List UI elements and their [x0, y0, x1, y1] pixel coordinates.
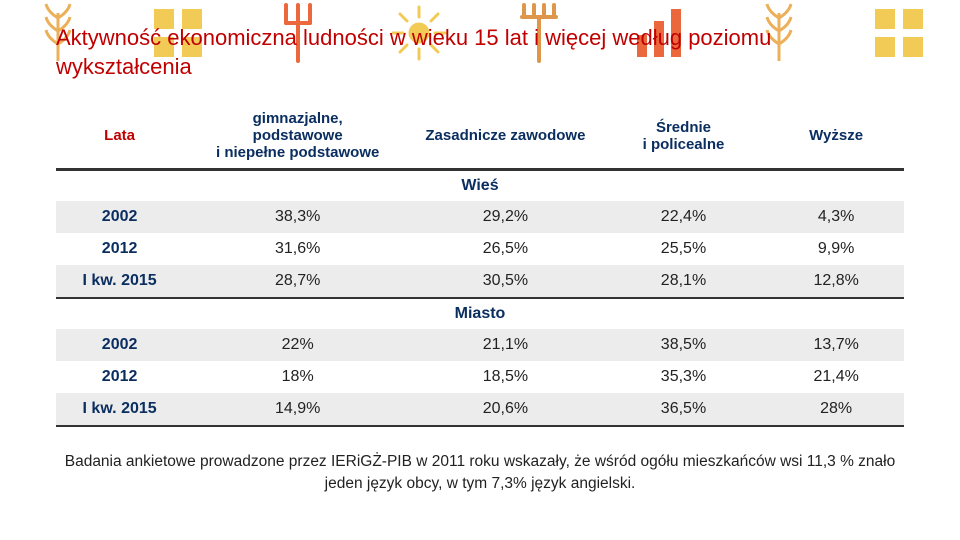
- col-zasadnicze: Zasadnicze zawodowe: [412, 103, 599, 170]
- cell-val: 13,7%: [768, 329, 904, 361]
- table-row: 2002 38,3% 29,2% 22,4% 4,3%: [56, 201, 904, 233]
- cell-val: 21,1%: [412, 329, 599, 361]
- cell-val: 4,3%: [768, 201, 904, 233]
- cell-val: 26,5%: [412, 233, 599, 265]
- cell-year: 2012: [56, 233, 183, 265]
- col-wyzsze: Wyższe: [768, 103, 904, 170]
- cell-val: 28,1%: [599, 265, 769, 298]
- cell-val: 25,5%: [599, 233, 769, 265]
- cell-val: 22%: [183, 329, 412, 361]
- cell-val: 18%: [183, 361, 412, 393]
- col-srednie: Średnie i policealne: [599, 103, 769, 170]
- section-wies: Wieś: [56, 170, 904, 202]
- cell-year: 2002: [56, 329, 183, 361]
- cell-val: 21,4%: [768, 361, 904, 393]
- cell-val: 36,5%: [599, 393, 769, 426]
- cell-val: 31,6%: [183, 233, 412, 265]
- education-activity-table: Lata gimnazjalne, podstawowe i niepełne …: [56, 103, 904, 427]
- cell-year: 2002: [56, 201, 183, 233]
- col-gimnazjalne: gimnazjalne, podstawowe i niepełne podst…: [183, 103, 412, 170]
- page-title: Aktywność ekonomiczna ludności w wieku 1…: [56, 24, 904, 81]
- cell-val: 30,5%: [412, 265, 599, 298]
- cell-val: 12,8%: [768, 265, 904, 298]
- cell-val: 14,9%: [183, 393, 412, 426]
- section-label: Wieś: [56, 170, 904, 202]
- table-header-row: Lata gimnazjalne, podstawowe i niepełne …: [56, 103, 904, 170]
- table-row: 2012 31,6% 26,5% 25,5% 9,9%: [56, 233, 904, 265]
- cell-val: 35,3%: [599, 361, 769, 393]
- section-label: Miasto: [56, 298, 904, 329]
- slide-content: Aktywność ekonomiczna ludności w wieku 1…: [0, 0, 960, 495]
- table-row: I kw. 2015 28,7% 30,5% 28,1% 12,8%: [56, 265, 904, 298]
- cell-val: 29,2%: [412, 201, 599, 233]
- cell-val: 20,6%: [412, 393, 599, 426]
- section-miasto: Miasto: [56, 298, 904, 329]
- table-row: 2012 18% 18,5% 35,3% 21,4%: [56, 361, 904, 393]
- cell-val: 9,9%: [768, 233, 904, 265]
- cell-val: 38,3%: [183, 201, 412, 233]
- cell-val: 28%: [768, 393, 904, 426]
- table-row: I kw. 2015 14,9% 20,6% 36,5% 28%: [56, 393, 904, 426]
- cell-val: 28,7%: [183, 265, 412, 298]
- cell-val: 38,5%: [599, 329, 769, 361]
- cell-year: I kw. 2015: [56, 393, 183, 426]
- table-row: 2002 22% 21,1% 38,5% 13,7%: [56, 329, 904, 361]
- cell-year: I kw. 2015: [56, 265, 183, 298]
- cell-year: 2012: [56, 361, 183, 393]
- col-lata: Lata: [56, 103, 183, 170]
- footnote-text: Badania ankietowe prowadzone przez IERiG…: [56, 451, 904, 494]
- cell-val: 22,4%: [599, 201, 769, 233]
- cell-val: 18,5%: [412, 361, 599, 393]
